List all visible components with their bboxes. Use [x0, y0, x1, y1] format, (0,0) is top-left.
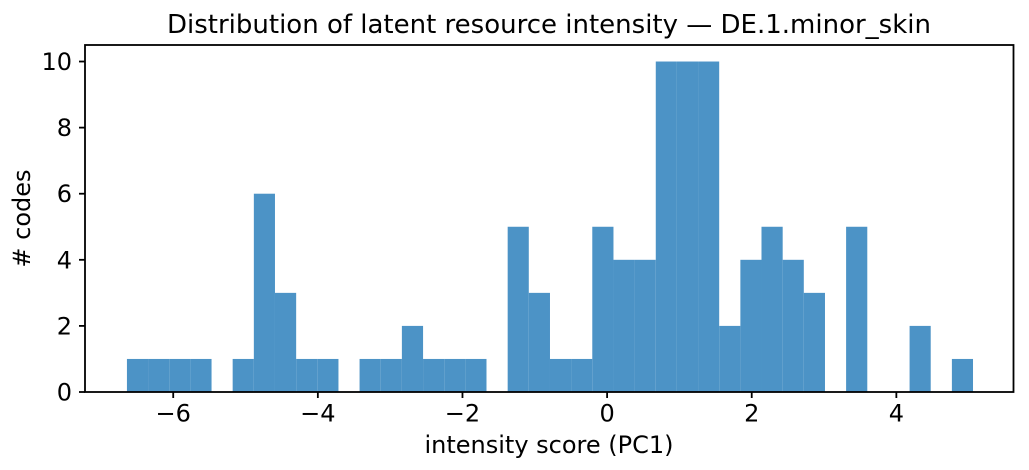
histogram-bar	[740, 259, 762, 392]
x-tick-label: 0	[599, 400, 614, 428]
histogram-bar	[528, 292, 550, 392]
y-tick-label: 0	[57, 379, 72, 407]
histogram-bar	[401, 325, 424, 392]
histogram-bar	[169, 358, 191, 392]
x-tick-label: −6	[156, 400, 191, 428]
histogram-bar	[232, 358, 254, 392]
x-tick-label: −4	[300, 400, 335, 428]
histogram-bar	[359, 358, 381, 392]
histogram-bar	[634, 259, 656, 392]
histogram-bar	[846, 226, 868, 392]
y-tick-label: 10	[41, 48, 72, 76]
histogram-bar	[296, 358, 318, 392]
histogram-bar	[380, 358, 402, 392]
histogram-bar	[719, 325, 741, 392]
y-tick-label: 2	[57, 312, 72, 340]
histogram-bar	[613, 259, 635, 392]
chart-title: Distribution of latent resource intensit…	[167, 10, 931, 40]
histogram-bar	[253, 193, 275, 392]
x-tick-label: 4	[889, 400, 904, 428]
histogram-bar	[444, 358, 466, 392]
y-axis-label: # codes	[8, 169, 36, 267]
x-tick-label: 2	[744, 400, 759, 428]
histogram-bar	[423, 358, 445, 392]
x-tick-label: −2	[445, 400, 480, 428]
histogram-bar	[148, 358, 170, 392]
histogram-bar	[782, 259, 804, 392]
histogram-bar	[761, 226, 783, 392]
histogram-bar	[571, 358, 593, 392]
histogram-bar	[909, 325, 931, 392]
histogram-bar	[190, 358, 212, 392]
histogram-bar	[676, 61, 699, 393]
y-tick-label: 4	[57, 246, 72, 274]
histogram-bar	[592, 226, 614, 392]
histogram-bar	[803, 292, 825, 392]
axes: −6 −4 −2 0 2 4 0 2 4 6 8 10	[41, 44, 1015, 428]
histogram-bar	[655, 61, 677, 393]
histogram-bar	[549, 358, 572, 392]
histogram-bar	[951, 358, 974, 392]
plot-border	[84, 44, 1015, 393]
histogram-bar	[126, 358, 149, 392]
histogram-bar	[465, 358, 487, 392]
histogram-bar	[507, 226, 529, 392]
y-tick-label: 6	[57, 180, 72, 208]
y-tick-label: 8	[57, 114, 72, 142]
histogram-bar	[317, 358, 339, 392]
histogram-bar	[698, 61, 720, 393]
x-axis-label: intensity score (PC1)	[424, 431, 673, 459]
histogram-bar	[274, 292, 297, 392]
histogram-bars	[126, 61, 974, 393]
